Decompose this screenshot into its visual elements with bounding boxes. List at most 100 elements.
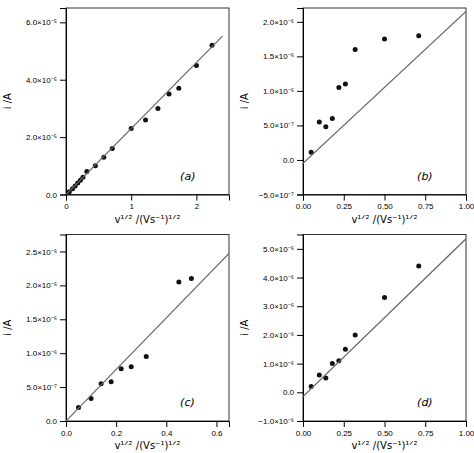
y-axis: 0.0 2.0×10⁻⁵ 4.0×10⁻⁵ 6.0×10⁻⁵ bbox=[26, 9, 67, 200]
y-tick: 5.0×10⁻⁷ bbox=[263, 121, 303, 130]
y-tick: 1.0×10⁻⁶ bbox=[263, 87, 303, 96]
y-tick-mark bbox=[297, 278, 303, 279]
plot-frame bbox=[66, 235, 229, 422]
y-tick-label: 1.5×10⁻⁶ bbox=[263, 52, 294, 61]
panel: 0.00 0.25 0.50 0.75 1.00 −1.0×10⁻⁶ 0.0 1.0×10⁻⁶… bbox=[239, 235, 474, 452]
x-tick-label: 0.00 bbox=[296, 202, 312, 211]
panel-label: (b) bbox=[417, 170, 433, 183]
y-tick-label: 0.0 bbox=[283, 388, 295, 397]
y-axis: −1.0×10⁻⁶0.01.0×10⁻⁶2.0×10⁻⁶3.0×10⁻⁶4.0×… bbox=[258, 235, 303, 426]
plot-area bbox=[66, 253, 229, 421]
scatter-point bbox=[353, 47, 358, 52]
x-axis-title: v¹ᐟ² /(Vs⁻¹)¹ᐟ² bbox=[351, 214, 417, 225]
x-tick: 0.50 bbox=[377, 195, 393, 212]
fit-line bbox=[66, 253, 229, 421]
x-tick-label: 0.75 bbox=[418, 429, 434, 438]
x-tick-label: 0.75 bbox=[418, 202, 434, 211]
x-tick: 0.0 bbox=[61, 421, 73, 438]
x-axis-line bbox=[67, 195, 230, 201]
y-tick: 1.5×10⁻⁶ bbox=[26, 315, 66, 324]
x-tick-label: 0.00 bbox=[296, 429, 312, 438]
y-axis-line bbox=[297, 235, 304, 422]
y-tick: −1.0×10⁻⁶ bbox=[258, 417, 303, 426]
scatter-point bbox=[343, 347, 348, 352]
y-tick-mark bbox=[60, 137, 66, 138]
y-tick-mark bbox=[60, 285, 66, 286]
y-axis: −5.0×10⁻⁷0.05.0×10⁻⁷1.0×10⁻⁶1.5×10⁻⁶2.0×… bbox=[259, 9, 304, 200]
x-tick-mark bbox=[385, 195, 386, 201]
y-axis-title: i /A bbox=[2, 93, 13, 109]
y-tick: 0.0 bbox=[46, 191, 66, 200]
y-tick: 5.0×10⁻⁶ bbox=[263, 245, 303, 254]
x-tick-label: 1.00 bbox=[459, 429, 474, 438]
y-tick-label: 0.0 bbox=[283, 156, 295, 165]
y-tick-label: 5.0×10⁻⁷ bbox=[263, 121, 294, 130]
x-tick-mark bbox=[466, 195, 467, 201]
scatter-point bbox=[323, 124, 328, 129]
fit-line bbox=[66, 36, 222, 194]
y-tick: 2.5×10⁻⁶ bbox=[26, 248, 66, 257]
y-tick-mark bbox=[60, 22, 66, 23]
y-tick: 4.0×10⁻⁵ bbox=[26, 76, 66, 85]
x-tick: 1.00 bbox=[459, 421, 474, 438]
scatter-point bbox=[336, 85, 341, 90]
y-tick-mark bbox=[297, 195, 303, 196]
y-axis-title: i /A bbox=[2, 320, 13, 336]
plot-area bbox=[66, 36, 222, 194]
panel: 0120.02.0×10⁻⁵4.0×10⁻⁵6.0×10⁻⁵v¹ᐟ² /(Vs⁻… bbox=[2, 8, 230, 225]
fit-line bbox=[303, 11, 466, 163]
x-tick-label: 0.50 bbox=[377, 202, 393, 211]
scatter-point bbox=[330, 116, 335, 121]
x-tick: 1 bbox=[129, 195, 134, 212]
y-tick-label: 6.0×10⁻⁵ bbox=[26, 18, 57, 27]
y-tick: 5.0×10⁻⁷ bbox=[26, 383, 66, 392]
y-axis-line bbox=[60, 235, 67, 422]
x-axis-title: v¹ᐟ² /(Vs⁻¹)¹ᐟ² bbox=[114, 440, 180, 451]
y-tick-mark bbox=[297, 249, 303, 250]
y-tick: 0.0 bbox=[283, 388, 303, 397]
figure: 0120.02.0×10⁻⁵4.0×10⁻⁵6.0×10⁻⁵v¹ᐟ² /(Vs⁻… bbox=[0, 0, 474, 453]
y-tick-mark bbox=[60, 353, 66, 354]
panel: 0.000.250.500.751.00−5.0×10⁻⁷0.05.0×10⁻⁷… bbox=[239, 8, 474, 225]
x-tick: 0.75 bbox=[418, 421, 434, 438]
scatter-point bbox=[144, 354, 149, 359]
x-tick-label: 0.25 bbox=[336, 429, 352, 438]
y-tick-mark bbox=[60, 251, 66, 252]
plot-area bbox=[303, 11, 466, 163]
scatter-point bbox=[343, 81, 348, 86]
x-tick-label: 0.50 bbox=[377, 429, 393, 438]
scatter-point bbox=[317, 119, 322, 124]
x-tick-label: 0.6 bbox=[211, 429, 223, 438]
y-tick: 2.0×10⁻⁵ bbox=[26, 133, 66, 142]
y-tick-mark bbox=[297, 421, 303, 422]
y-tick-mark bbox=[297, 125, 303, 126]
x-axis-title: v¹ᐟ² /(Vs⁻¹)¹ᐟ² bbox=[114, 214, 180, 225]
x-tick-mark bbox=[466, 421, 467, 427]
scatter-point bbox=[317, 373, 322, 378]
x-tick: 0.25 bbox=[336, 195, 352, 212]
panel-label: (d) bbox=[417, 396, 433, 409]
y-tick: 0.0 bbox=[46, 417, 66, 426]
y-tick-label: 1.0×10⁻⁶ bbox=[263, 360, 294, 369]
y-tick: 2.0×10⁻⁶ bbox=[26, 281, 66, 290]
x-tick-label: 1 bbox=[129, 202, 134, 211]
y-axis-line bbox=[297, 9, 304, 196]
scatter-point bbox=[176, 86, 181, 91]
scatter-point bbox=[189, 276, 194, 281]
y-tick: 4.0×10⁻⁶ bbox=[263, 274, 303, 283]
y-tick: 6.0×10⁻⁵ bbox=[26, 18, 66, 27]
x-tick-mark bbox=[166, 421, 167, 427]
panel: 0.00.20.40.60.05.0×10⁻⁷1.0×10⁻⁶1.5×10⁻⁶2… bbox=[2, 235, 230, 452]
y-tick-label: 4.0×10⁻⁵ bbox=[26, 76, 57, 85]
y-tick-mark bbox=[297, 306, 303, 307]
scatter-point bbox=[119, 366, 124, 371]
x-axis: 012 bbox=[64, 195, 229, 212]
y-tick: 1.5×10⁻⁶ bbox=[263, 52, 303, 61]
x-axis-line bbox=[67, 422, 230, 428]
x-tick: 2 bbox=[195, 195, 200, 212]
x-tick: 0.50 bbox=[377, 421, 393, 438]
scatter-point bbox=[109, 379, 114, 384]
y-tick-mark bbox=[60, 387, 66, 388]
y-tick-mark bbox=[297, 335, 303, 336]
x-tick-label: 0.4 bbox=[161, 429, 173, 438]
